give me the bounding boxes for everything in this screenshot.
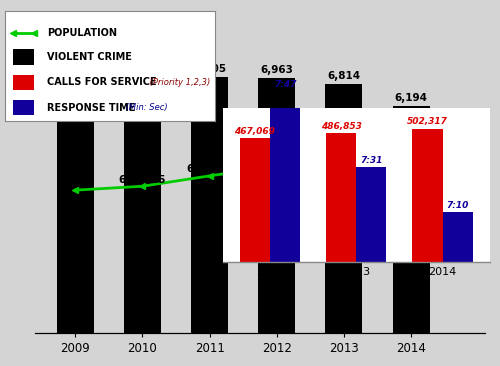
Bar (191, 77, 228, 333)
Bar (326, 84, 362, 333)
Text: 6,194: 6,194 (394, 93, 428, 104)
Text: 633,427: 633,427 (253, 154, 300, 165)
Text: 7:47: 7:47 (274, 80, 296, 89)
Bar (258, 78, 296, 333)
Text: 502,317: 502,317 (407, 117, 448, 126)
Text: 467,069: 467,069 (234, 127, 276, 136)
Text: 6,963: 6,963 (260, 65, 293, 75)
Bar (356, 168, 386, 262)
Text: 605,125: 605,125 (118, 175, 166, 185)
Text: POPULATION: POPULATION (47, 28, 117, 38)
Bar (326, 132, 356, 262)
Text: (Min: Sec): (Min: Sec) (124, 103, 168, 112)
Text: 646,449: 646,449 (320, 145, 368, 155)
Text: 658,893: 658,893 (387, 136, 434, 146)
Bar (240, 138, 270, 262)
Bar (57, 67, 94, 333)
Text: 6,940: 6,940 (126, 66, 159, 76)
Bar (124, 79, 161, 333)
Text: 6,814: 6,814 (328, 71, 360, 81)
Text: 7:31: 7:31 (360, 156, 382, 165)
Text: (Priority 1,2,3): (Priority 1,2,3) (147, 78, 210, 87)
Text: 7:10: 7:10 (446, 201, 469, 210)
Text: 7,265: 7,265 (58, 54, 92, 64)
FancyBboxPatch shape (14, 100, 34, 115)
Text: 486,853: 486,853 (320, 122, 362, 131)
Bar (270, 91, 300, 262)
Text: 619,624: 619,624 (186, 164, 234, 175)
Bar (392, 107, 430, 333)
Text: 7,005: 7,005 (193, 64, 226, 74)
FancyBboxPatch shape (14, 49, 34, 65)
Text: CALLS FOR SERVICE: CALLS FOR SERVICE (47, 77, 156, 87)
Text: RESPONSE TIME: RESPONSE TIME (47, 102, 136, 113)
Text: VIOLENT CRIME: VIOLENT CRIME (47, 52, 132, 62)
Bar (412, 128, 442, 262)
Bar (442, 212, 472, 262)
FancyBboxPatch shape (14, 75, 34, 90)
